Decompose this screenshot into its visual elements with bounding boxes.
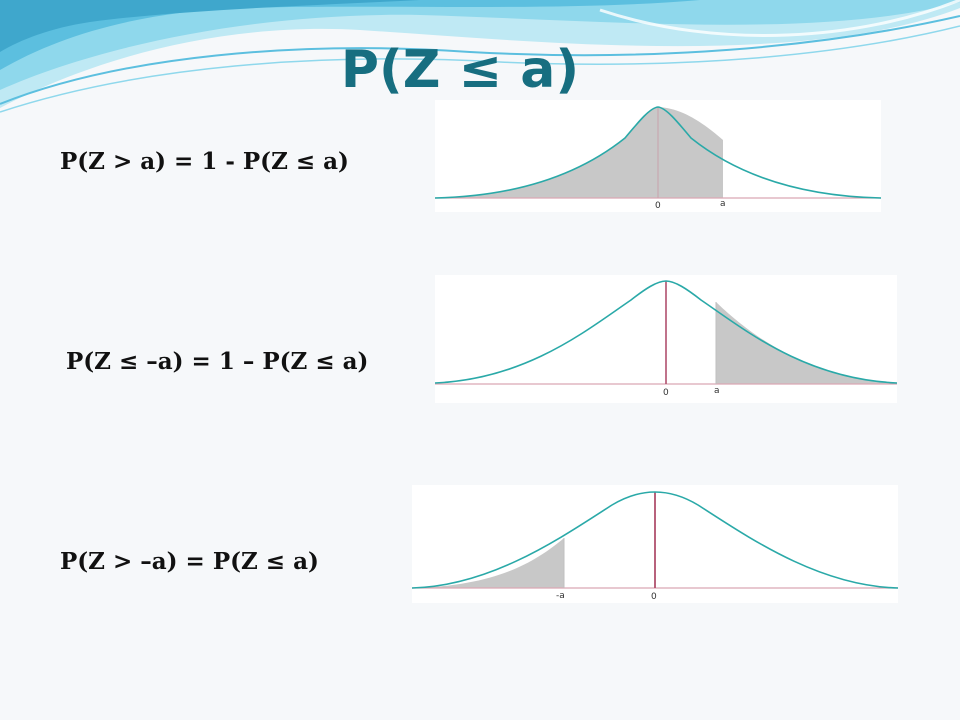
normal-curve <box>411 491 899 589</box>
decorative-wave-banner <box>0 0 960 113</box>
tick-label-zero: 0 <box>655 201 661 211</box>
normal-curve <box>434 106 882 199</box>
tick-label-a: a <box>714 386 720 396</box>
normal-curve-graph-1: 0 a <box>434 100 882 212</box>
shaded-area <box>412 538 564 588</box>
normal-curve-graph-2: 0 a <box>434 275 898 403</box>
shaded-area <box>435 107 723 198</box>
formula-negative-a: P(Z ≤ –a) = 1 – P(Z ≤ a) <box>66 348 369 375</box>
normal-curve <box>434 280 898 384</box>
normal-curve-graph-3: -a 0 <box>411 485 899 603</box>
tick-label-zero: 0 <box>663 388 669 398</box>
shaded-area <box>716 302 897 384</box>
tick-label-neg-a: -a <box>556 591 565 601</box>
formula-symmetry: P(Z > –a) = P(Z ≤ a) <box>60 548 319 575</box>
tick-label-a: a <box>720 199 726 209</box>
formula-complement: P(Z > a) = 1 - P(Z ≤ a) <box>60 148 349 175</box>
tick-label-zero: 0 <box>651 592 657 602</box>
slide-title: P(Z ≤ a) <box>340 40 580 100</box>
